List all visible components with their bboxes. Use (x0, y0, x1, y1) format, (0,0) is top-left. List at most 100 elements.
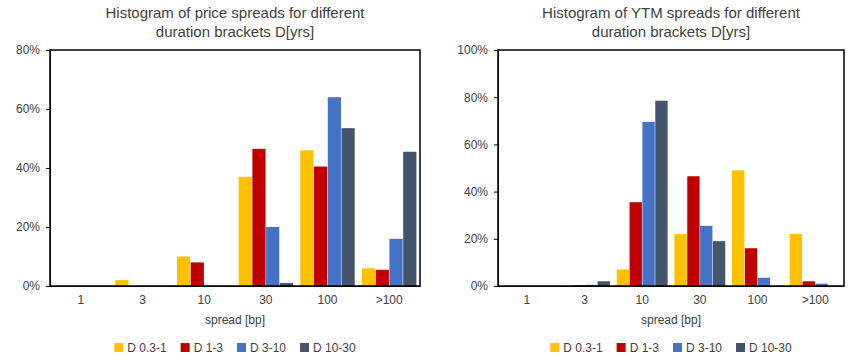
axis-line (51, 286, 421, 287)
chart-panel: Histogram of YTM spreads for different du… (457, 4, 844, 355)
tick: 100 (747, 286, 767, 307)
legend-label: D 1-3 (630, 341, 660, 355)
tick-label: 1 (523, 293, 530, 307)
chart-title: Histogram of price spreads for different (105, 4, 365, 21)
tick-mark (494, 286, 498, 287)
tick-label: 100 (317, 293, 337, 307)
tick: 1 (77, 286, 84, 307)
legend-swatch (617, 343, 626, 352)
bar (674, 234, 686, 286)
bar (266, 227, 279, 286)
chart-title: duration brackets D[yrs] (592, 23, 750, 40)
tick-label: 3 (139, 293, 146, 307)
y-axis: 0%20%40%60%80% (16, 43, 51, 293)
legend-swatch (181, 343, 190, 352)
legend-item: D 10-30 (736, 341, 792, 355)
plot-frame (50, 50, 420, 286)
bars (572, 101, 828, 286)
tick: 60% (16, 102, 50, 116)
x-axis: 1 3 10 30 100 >100 (51, 286, 421, 307)
tick: 0% (23, 279, 50, 293)
chart-title: duration brackets D[yrs] (156, 23, 314, 40)
tick-label: 80% (464, 91, 488, 105)
tick-label: 60% (16, 102, 40, 116)
legend-item: D 0.3-1 (550, 341, 603, 355)
tick-label: 3 (581, 293, 588, 307)
tick: 10 (635, 286, 649, 307)
bar (758, 278, 770, 286)
x-axis-title: spread [bp] (641, 313, 701, 327)
tick: 20% (16, 220, 50, 234)
tick-label: 1 (77, 293, 84, 307)
bar (362, 268, 375, 286)
plot-frame (498, 50, 844, 286)
legend-item: D 3-10 (237, 341, 286, 355)
plot-area: 0%20%40%60%80%131030100>100spread [bp] (16, 43, 421, 327)
bar (389, 239, 402, 286)
legend-label: D 0.3-1 (127, 341, 167, 355)
chart-title: Histogram of YTM spreads for different (542, 4, 801, 21)
tick: 10 (197, 286, 211, 307)
tick-label: 40% (16, 161, 40, 175)
legend: D 0.3-1 D 1-3 D 3-10 D 10-30 (114, 341, 356, 355)
chart-root: Histogram of price spreads for different… (0, 0, 854, 362)
tick-label: 20% (464, 232, 488, 246)
tick: 3 (581, 286, 588, 307)
tick: 60% (464, 138, 498, 152)
bar (630, 202, 642, 286)
tick-mark (46, 168, 50, 169)
legend-swatch (736, 343, 745, 352)
tick: 20% (464, 232, 498, 246)
x-axis-title: spread [bp] (205, 313, 265, 327)
bar (376, 270, 389, 286)
tick-label: 100% (457, 43, 488, 57)
tick-label: 30 (693, 293, 707, 307)
tick: >100 (802, 286, 829, 307)
bar (115, 280, 128, 286)
tick: 30 (259, 286, 273, 307)
bar (713, 241, 725, 286)
legend-label: D 10-30 (313, 341, 356, 355)
bar (617, 269, 629, 286)
tick-label: 0% (23, 279, 41, 293)
tick-label: 100 (747, 293, 767, 307)
tick: 0% (471, 279, 498, 293)
bars (115, 97, 416, 286)
bar (687, 176, 699, 286)
bar (328, 97, 341, 286)
legend-item: D 1-3 (617, 341, 660, 355)
legend-swatch (114, 343, 123, 352)
legend-item: D 3-10 (673, 341, 722, 355)
bar (732, 170, 744, 286)
bar (342, 128, 355, 286)
tick-label: 10 (197, 293, 211, 307)
tick-label: 0% (471, 279, 489, 293)
bar (314, 167, 327, 286)
tick: 1 (523, 286, 530, 307)
legend-label: D 10-30 (749, 341, 792, 355)
tick-mark (494, 192, 498, 193)
tick-label: 20% (16, 220, 40, 234)
bar (403, 152, 416, 286)
axis-line (494, 51, 499, 287)
tick-mark (494, 50, 498, 51)
legend-item: D 0.3-1 (114, 341, 167, 355)
x-axis: 1 3 10 30 100 >100 (499, 286, 845, 307)
tick: 40% (464, 185, 498, 199)
bar (252, 149, 265, 286)
tick-label: 10 (635, 293, 649, 307)
tick-label: >100 (376, 293, 403, 307)
tick-mark (494, 144, 498, 145)
legend-label: D 1-3 (194, 341, 224, 355)
tick-mark (46, 227, 50, 228)
bar (642, 122, 654, 286)
legend: D 0.3-1 D 1-3 D 3-10 D 10-30 (550, 341, 792, 355)
tick: 80% (464, 91, 498, 105)
tick-mark (46, 50, 50, 51)
tick-mark (494, 239, 498, 240)
chart-panel: Histogram of price spreads for different… (16, 4, 421, 355)
bar (177, 257, 190, 287)
legend-swatch (550, 343, 559, 352)
bar (191, 262, 204, 286)
tick: 3 (139, 286, 146, 307)
